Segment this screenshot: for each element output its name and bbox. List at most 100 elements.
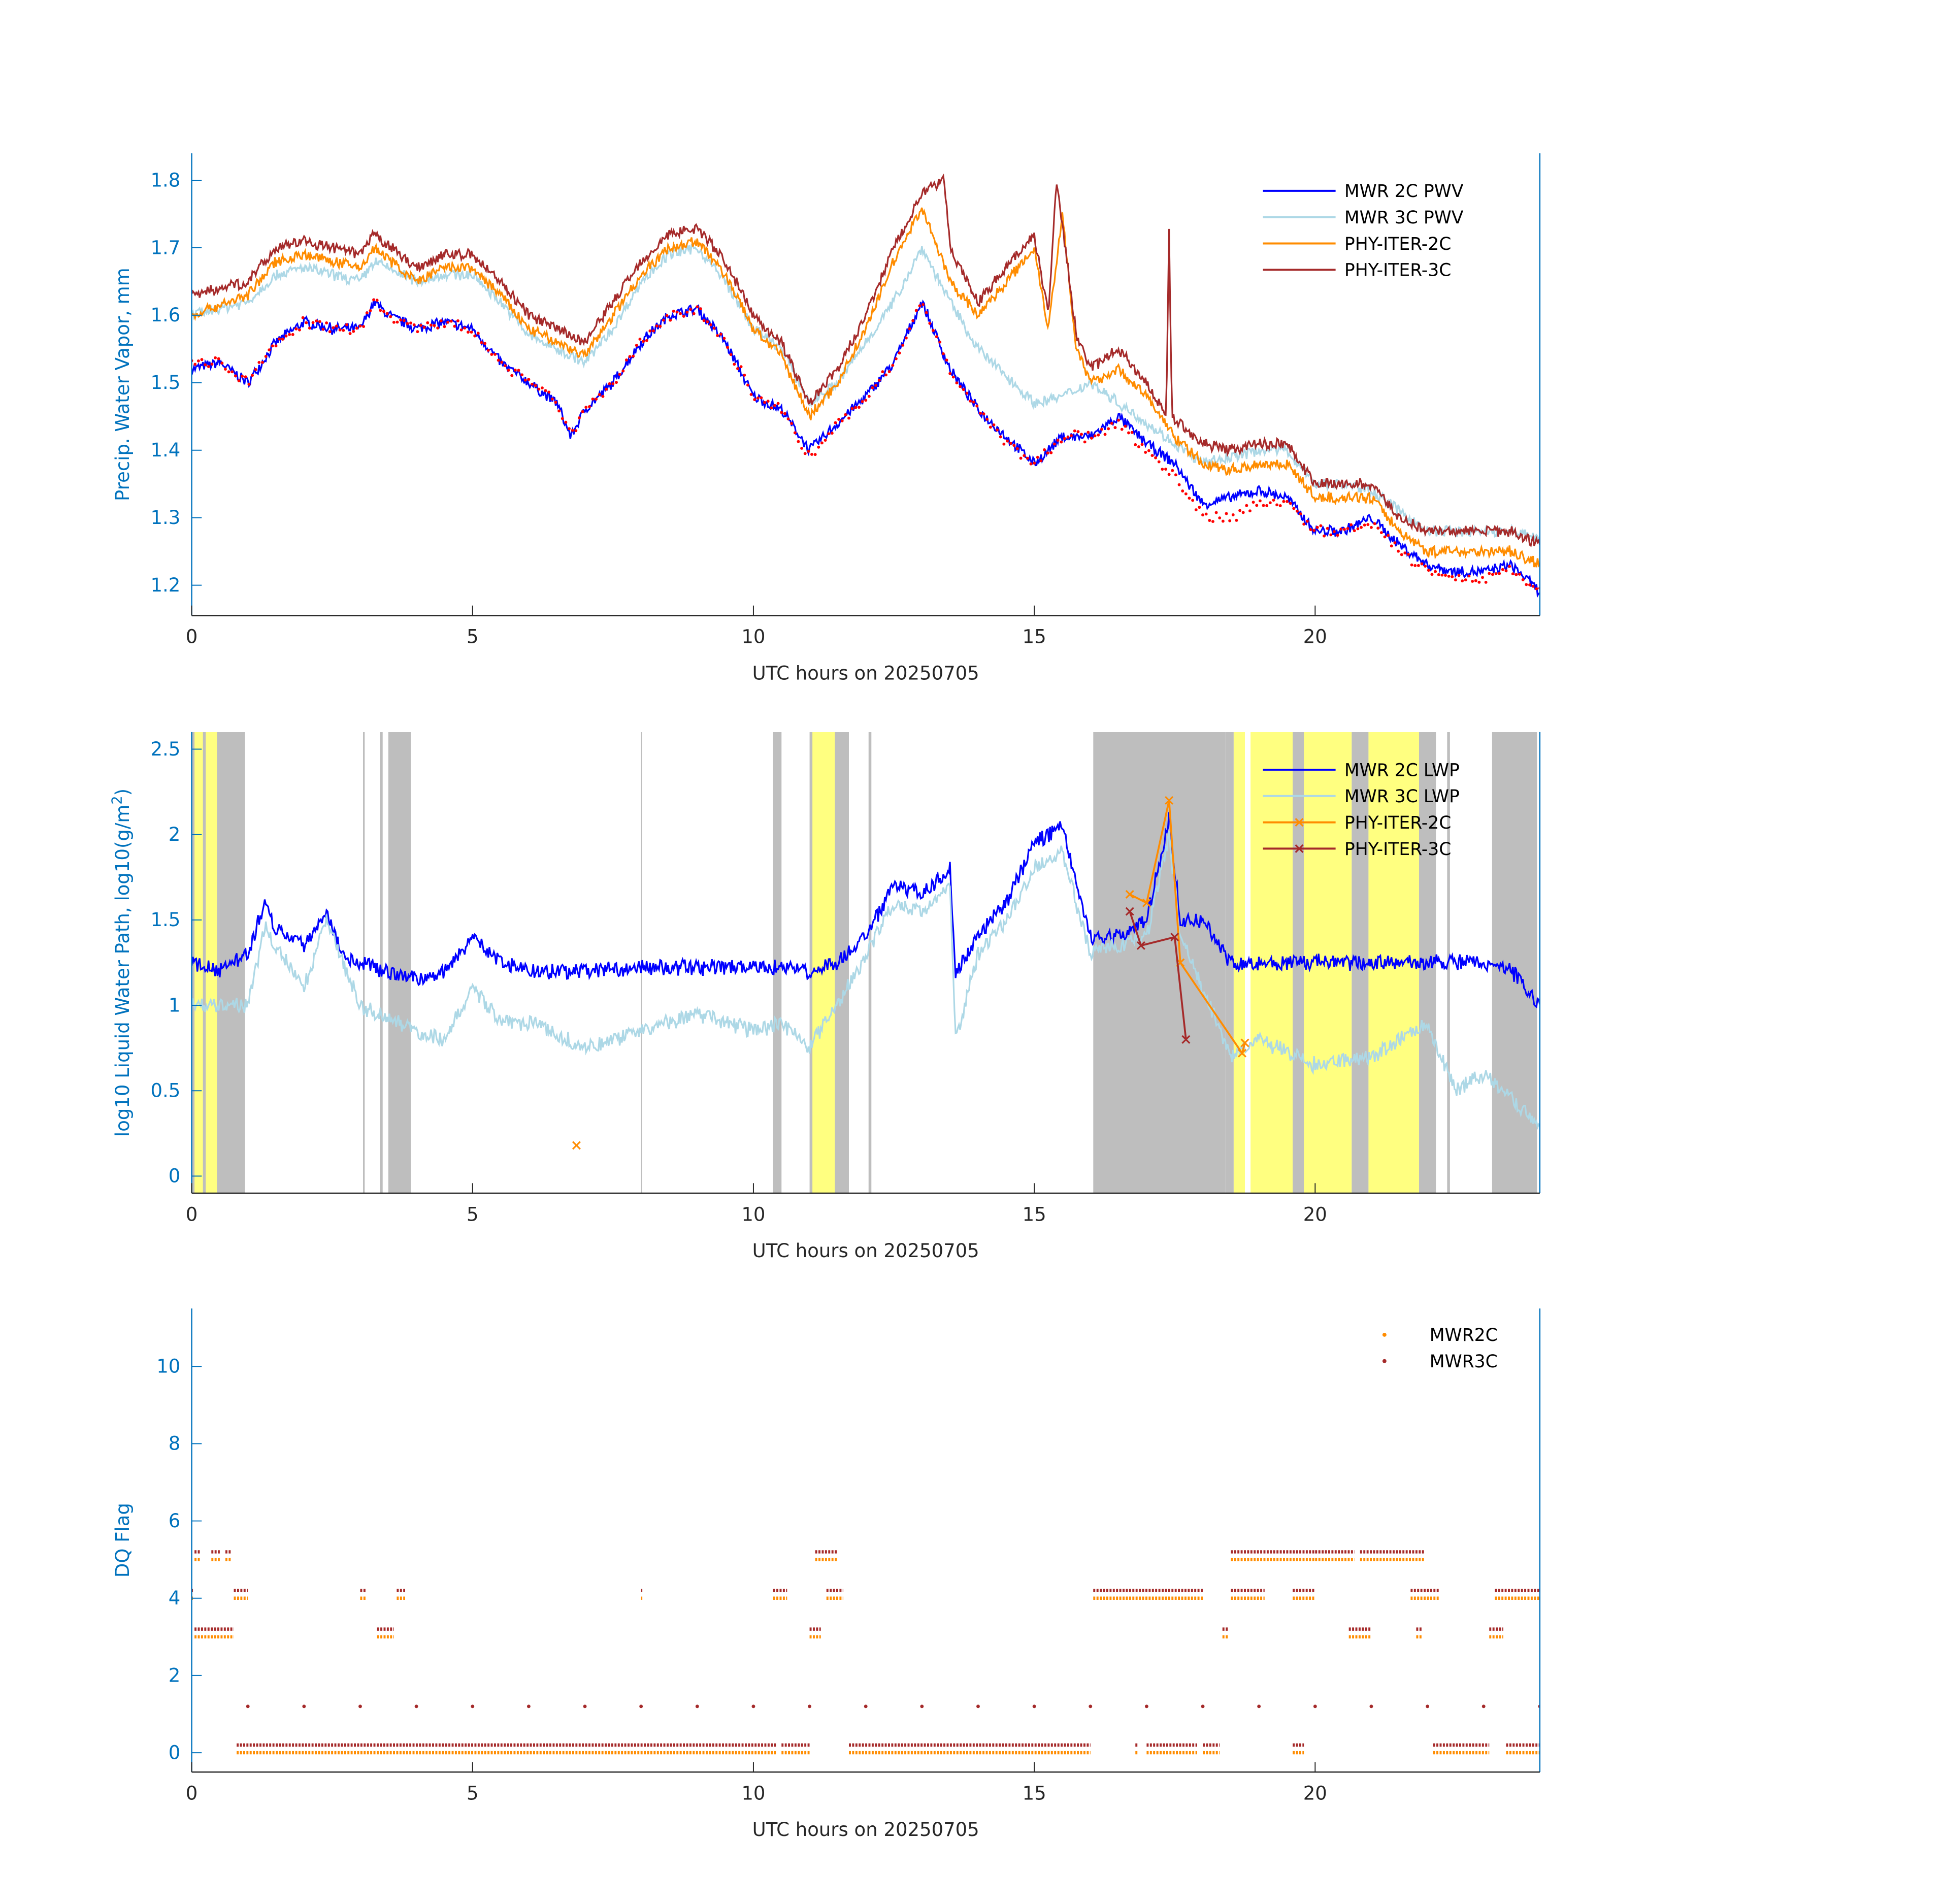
series-markers-4-point	[682, 314, 685, 318]
y-tick-label: 1.3	[151, 507, 181, 529]
series-markers-4-point	[1387, 534, 1390, 537]
series-markers-4-point	[1319, 524, 1323, 528]
series-markers-4-point	[699, 307, 702, 311]
series-markers-4-point	[1467, 574, 1471, 578]
series-markers-4-point	[1046, 451, 1049, 455]
series-markers-4-point	[611, 382, 615, 385]
series-markers-4-point	[820, 441, 824, 445]
series-markers-4-point	[321, 327, 325, 331]
series-markers-4-point	[497, 358, 500, 362]
series-markers-4-point	[223, 368, 227, 371]
series-markers-4-point	[1023, 454, 1026, 457]
gray-span	[773, 732, 782, 1194]
series-markers-4-point	[864, 399, 868, 402]
series-markers-4-point	[547, 390, 551, 394]
series-markers-4-point	[537, 387, 541, 391]
y-tick-label: 2	[169, 1664, 181, 1686]
series-markers-4-point	[800, 446, 804, 450]
y-tick-label: 1.2	[151, 574, 181, 596]
series-markers-4-point	[254, 368, 257, 371]
series-markers-4-point	[581, 410, 584, 413]
series-markers-4-point	[689, 308, 692, 311]
series-markers-4-point	[1477, 580, 1481, 584]
series-markers-4-point	[1379, 531, 1383, 534]
series-mwr3c-point	[1032, 1704, 1036, 1709]
series-markers-4-point	[1204, 512, 1208, 516]
series-markers-4-point	[443, 325, 446, 329]
series-markers-4-point	[608, 382, 611, 385]
series-markers-4-point	[621, 369, 625, 373]
series-markers-4-point	[1066, 436, 1070, 439]
series-markers-4-point	[692, 312, 696, 315]
series-mwr3c-point	[695, 1704, 699, 1709]
series-markers-4-point	[672, 309, 675, 313]
series-markers-4-point	[1292, 507, 1296, 510]
series-mwr3c-point	[1369, 1704, 1373, 1709]
y-tick-label: 1.5	[151, 372, 181, 393]
series-markers-4-point	[624, 358, 628, 362]
series-markers-4-point	[1201, 513, 1204, 517]
series-markers-4-point	[1481, 576, 1484, 579]
series-markers-4-point	[399, 318, 403, 322]
series-phy-iter-2c-marker	[572, 1141, 581, 1150]
series-markers-4-point	[857, 406, 861, 409]
series-markers-4-point	[1336, 534, 1339, 537]
series-markers-4-point	[894, 357, 898, 360]
series-markers-4-point	[955, 381, 959, 385]
series-markers-4-point	[1097, 433, 1100, 437]
series-markers-4-point	[422, 325, 426, 329]
series-markers-4-point	[1052, 442, 1056, 446]
series-markers-4-point	[901, 343, 905, 347]
series-markers-4-point	[1063, 437, 1066, 440]
series-markers-4-point	[1245, 504, 1248, 507]
series-markers-4-point	[925, 311, 928, 314]
series-markers-4-point	[385, 312, 389, 315]
y-tick-label: 0	[169, 1742, 181, 1763]
series-markers-4-point	[911, 319, 915, 322]
series-markers-4-point	[736, 367, 739, 370]
series-markers-4-point	[1225, 512, 1228, 515]
gray-span	[868, 732, 872, 1194]
legend-marker	[1382, 1332, 1387, 1337]
series-markers-4-point	[338, 328, 342, 332]
series-markers-4-point	[271, 344, 274, 348]
series-markers-4-point	[288, 333, 291, 336]
y-axis-label-text: Precip. Water Vapor, mm	[112, 268, 134, 501]
series-markers-4-point	[793, 431, 797, 435]
series-phy-iter-2c-marker	[1240, 1038, 1249, 1047]
legend-label: MWR 2C LWP	[1344, 760, 1460, 780]
series-markers-4-point	[770, 406, 773, 410]
series-markers-4-point	[861, 400, 864, 403]
series-markers-4-point	[483, 342, 487, 345]
series-markers-4-point	[1113, 426, 1117, 430]
series-mwr-3c-lwp-line	[191, 831, 1540, 1130]
series-markers-4-point	[1275, 503, 1279, 507]
series-markers-4-point	[409, 321, 413, 325]
series-markers-4-point	[325, 321, 328, 324]
series-mwr3c-point	[358, 1704, 362, 1709]
series-markers-4-point	[466, 331, 470, 334]
series-markers-4-point	[527, 378, 531, 381]
series-markers-4-point	[824, 439, 827, 442]
series-markers-4-point	[847, 416, 850, 420]
series-markers-4-point	[207, 365, 210, 368]
series-markers-4-point	[345, 323, 348, 326]
series-markers-4-point	[1198, 506, 1201, 509]
series-markers-4-point	[568, 427, 571, 431]
series-markers-4-point	[763, 401, 767, 404]
series-markers-4-point	[328, 330, 332, 334]
series-markers-4-point	[1278, 504, 1282, 507]
x-tick-label: 0	[186, 626, 198, 648]
x-tick-label: 20	[1303, 626, 1327, 648]
series-markers-4-point	[648, 329, 652, 333]
series-markers-4-point	[1140, 443, 1144, 446]
series-markers-4-point	[743, 373, 746, 377]
series-markers-4-point	[1177, 483, 1181, 486]
series-markers-4-point	[1417, 564, 1420, 567]
legend-label: PHY-ITER-3C	[1344, 260, 1451, 281]
series-markers-4-point	[362, 325, 366, 329]
series-markers-4-point	[655, 324, 659, 327]
series-markers-4-point	[1528, 583, 1531, 586]
series-markers-4-point	[908, 327, 911, 331]
series-markers-4-point	[449, 319, 453, 323]
